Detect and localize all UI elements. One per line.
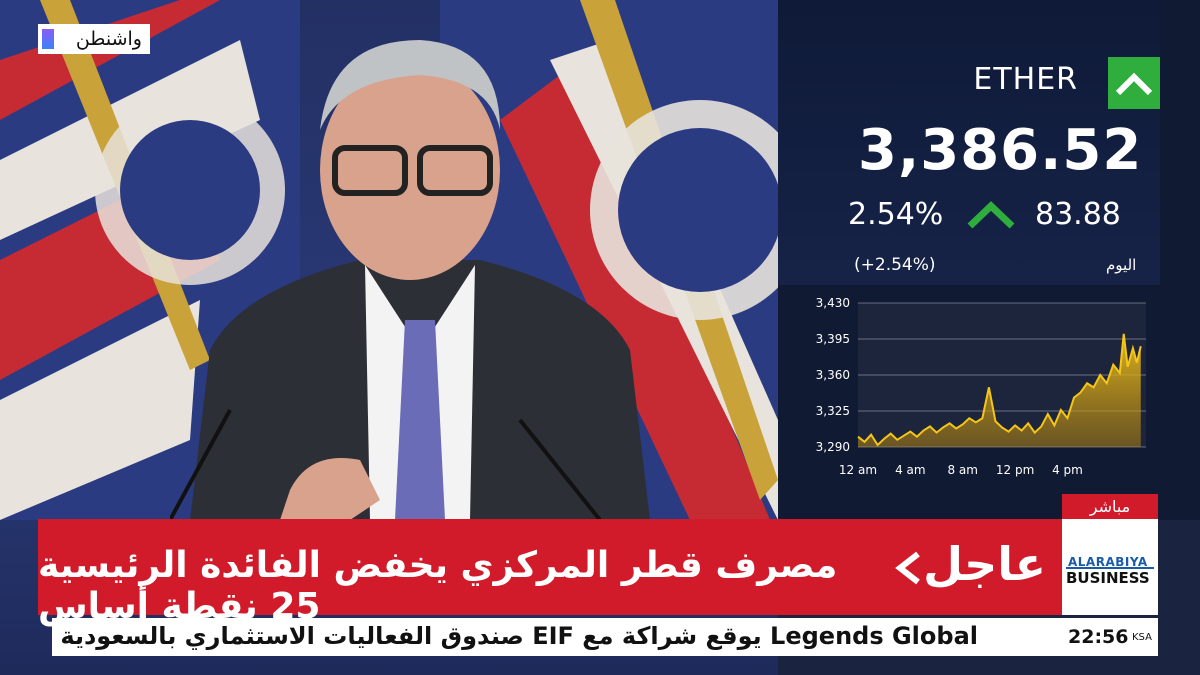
ticker-box: ETHER 3,386.52 2.54% 83.88 (+2.54%) اليو… [778,0,1160,285]
speaker [170,40,650,520]
us-flag-left [0,0,300,520]
urgent-headline: مصرف قطر المركزي يخفض الفائدة الرئيسية 2… [38,545,838,627]
logo-rule [1066,567,1154,569]
up-arrow-badge [1108,57,1160,109]
live-tag: مباشر [1062,494,1158,519]
change-percent-paren: (+2.54%) [854,255,936,275]
news-crawl: صندوق الفعاليات الاستثماري بالسعودية EIF… [52,618,1065,656]
change-abs: 83.88 [1035,197,1121,232]
logo-line1: ALARABIYA [1068,555,1148,569]
x-tick-label: 4 am [895,463,926,477]
y-tick-label: 3,325 [816,404,850,418]
chevron-up-icon [1116,72,1152,95]
ticker-price: 3,386.52 [858,118,1143,183]
price-chart: 3,430 3,395 3,360 3,325 3,290 12 am 4 am 8 am 12… [816,296,1146,477]
y-tick-label: 3,290 [816,440,850,454]
x-tick-label: 12 am [839,463,877,477]
clock-tz: KSA [1132,632,1152,643]
crawl-text: صندوق الفعاليات الاستثماري بالسعودية EIF… [60,622,978,650]
video-scene: واشنطن [0,0,778,675]
clock: 22:56 KSA [1062,618,1158,656]
series-area [858,333,1141,447]
urgent-label: عاجل [923,537,1046,591]
channel-logo: ALARABIYA BUSINESS [1062,519,1158,615]
urgent-bar: عاجل مصرف قطر المركزي يخفض الفائدة الرئي… [38,519,1062,627]
period-label: اليوم [1106,256,1137,274]
change-up-icon [967,201,1015,229]
change-percent: 2.54% [848,197,944,232]
x-tick-label: 8 am [947,463,978,477]
logo-line2: BUSINESS [1066,569,1150,587]
y-tick-label: 3,430 [816,296,850,310]
series-line [857,333,1142,447]
y-tick-label: 3,360 [816,368,850,382]
x-tick-label: 4 pm [1052,463,1083,477]
x-tick-label: 12 pm [996,463,1034,477]
location-tag: واشنطن [38,24,150,54]
clock-time: 22:56 [1068,626,1129,648]
ticker-panel: ETHER 3,386.52 2.54% 83.88 (+2.54%) اليو… [778,0,1200,520]
y-tick-label: 3,395 [816,332,850,346]
chevron-left-icon [895,551,920,585]
location-label: واشنطن [75,28,142,50]
ticker-name: ETHER [973,62,1078,97]
channel-mark-icon [42,29,54,49]
